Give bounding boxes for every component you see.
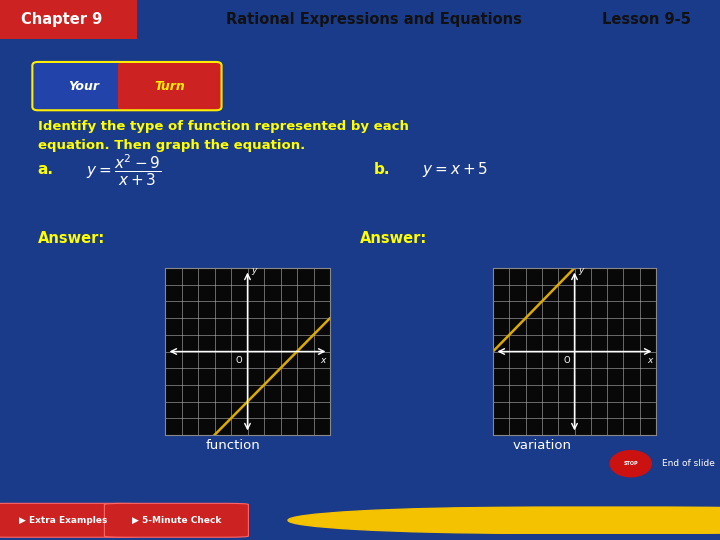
Text: Rational Expressions and Equations: Rational Expressions and Equations [227,12,522,27]
Text: y: y [578,266,584,275]
Text: End of slide: End of slide [662,459,714,468]
Text: $\mathit{y} = \mathit{x}+5$: $\mathit{y} = \mathit{x}+5$ [422,160,488,179]
Circle shape [328,507,720,534]
Text: equation. Then graph the equation.: equation. Then graph the equation. [38,139,305,152]
Text: ▶ 5-Minute Check: ▶ 5-Minute Check [132,516,221,525]
FancyBboxPatch shape [0,503,140,537]
Text: $\mathit{y} = \dfrac{x^2-9}{x+3}$: $\mathit{y} = \dfrac{x^2-9}{x+3}$ [86,152,161,187]
FancyBboxPatch shape [104,503,248,537]
Text: ▶ Extra Examples: ▶ Extra Examples [19,516,107,525]
Text: b.: b. [374,163,390,178]
Circle shape [446,507,720,534]
Circle shape [407,507,720,534]
Text: direct
variation: direct variation [512,420,571,452]
FancyBboxPatch shape [0,0,137,39]
Text: Lesson 9-5: Lesson 9-5 [603,12,691,27]
Circle shape [288,507,720,534]
Text: Your: Your [68,79,99,93]
Text: y: y [251,266,257,275]
Text: STOP: STOP [624,461,638,466]
Text: O: O [563,356,570,365]
Text: O: O [236,356,243,365]
Text: Chapter 9: Chapter 9 [21,12,102,27]
Text: a.: a. [38,163,54,178]
FancyBboxPatch shape [118,62,222,110]
Text: Turn: Turn [154,79,185,93]
Text: Answer:: Answer: [38,231,105,246]
Text: Identify the type of function represented by each: Identify the type of function represente… [38,120,409,133]
Text: rational
function: rational function [206,420,261,452]
Circle shape [610,450,652,477]
Text: Answer:: Answer: [360,231,427,246]
FancyBboxPatch shape [32,62,136,110]
Circle shape [367,507,720,534]
Text: x: x [647,356,652,365]
Text: x: x [320,356,326,365]
